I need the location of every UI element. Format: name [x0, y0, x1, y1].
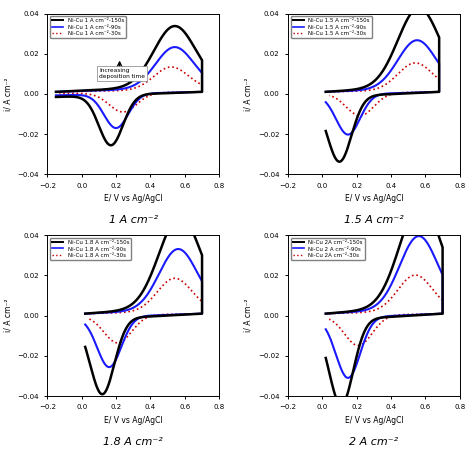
X-axis label: E/ V vs Ag/AgCl: E/ V vs Ag/AgCl: [345, 194, 403, 203]
Legend: Ni-Cu 1.8 A cm⁻²-150s, Ni-Cu 1.8 A cm⁻²-90s, Ni-Cu 1.8 A cm⁻²-30s: Ni-Cu 1.8 A cm⁻²-150s, Ni-Cu 1.8 A cm⁻²-…: [50, 238, 131, 260]
X-axis label: E/ V vs Ag/AgCl: E/ V vs Ag/AgCl: [345, 416, 403, 425]
Legend: Ni-Cu 2A cm⁻²-150s, Ni-Cu 2 A cm⁻²-90s, Ni-Cu 2A cm⁻²-30s: Ni-Cu 2A cm⁻²-150s, Ni-Cu 2 A cm⁻²-90s, …: [291, 238, 365, 260]
Text: C: C: [53, 240, 61, 250]
Text: A: A: [53, 18, 61, 28]
Legend: Ni-Cu 1.5 A cm⁻²-150s, Ni-Cu 1.5 A cm⁻²-90s, Ni-Cu 1.5 A cm⁻²-30s: Ni-Cu 1.5 A cm⁻²-150s, Ni-Cu 1.5 A cm⁻²-…: [291, 16, 372, 38]
Y-axis label: i/ A cm⁻²: i/ A cm⁻²: [3, 299, 12, 333]
X-axis label: E/ V vs Ag/AgCl: E/ V vs Ag/AgCl: [104, 416, 163, 425]
X-axis label: E/ V vs Ag/AgCl: E/ V vs Ag/AgCl: [104, 194, 163, 203]
Text: D: D: [293, 240, 302, 250]
Title: 1.8 A cm⁻²: 1.8 A cm⁻²: [103, 436, 163, 447]
Y-axis label: i/ A cm⁻²: i/ A cm⁻²: [244, 299, 253, 333]
Y-axis label: i/ A cm⁻²: i/ A cm⁻²: [244, 77, 253, 111]
Title: 1 A cm⁻²: 1 A cm⁻²: [109, 215, 158, 225]
Legend: Ni-Cu 1 A cm⁻²-150s, Ni-Cu 1 A cm⁻²-90s, Ni-Cu 1 A cm⁻²-30s: Ni-Cu 1 A cm⁻²-150s, Ni-Cu 1 A cm⁻²-90s,…: [50, 16, 126, 38]
Text: B: B: [293, 18, 301, 28]
Title: 2 A cm⁻²: 2 A cm⁻²: [349, 436, 399, 447]
Y-axis label: i/ A cm⁻²: i/ A cm⁻²: [3, 77, 12, 111]
Title: 1.5 A cm⁻²: 1.5 A cm⁻²: [344, 215, 404, 225]
Text: Increasing
deposition time: Increasing deposition time: [99, 68, 145, 79]
